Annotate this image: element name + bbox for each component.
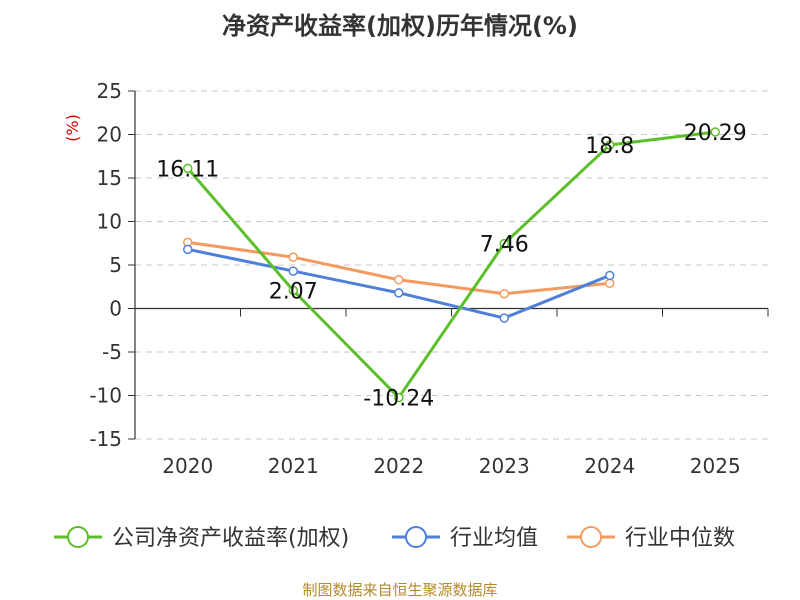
- data-point: [288, 252, 298, 262]
- legend-swatch-marker: [67, 526, 89, 548]
- x-tick-label: 2025: [690, 454, 741, 478]
- y-tick-label: 20: [97, 123, 122, 147]
- x-tick-label: 2021: [268, 454, 319, 478]
- x-tick-label: 2024: [584, 454, 635, 478]
- x-tick-label: 2023: [479, 454, 530, 478]
- data-label: 20.29: [684, 121, 747, 146]
- legend-swatch-marker: [405, 526, 427, 548]
- data-point: [394, 288, 404, 298]
- y-tick-label: 5: [109, 253, 122, 277]
- x-tick-label: 2022: [373, 454, 424, 478]
- y-tick-label: 15: [97, 166, 122, 190]
- data-point: [710, 127, 720, 137]
- legend-label: 行业均值: [450, 526, 538, 551]
- y-tick-label: -15: [89, 427, 122, 451]
- data-label: 7.46: [480, 233, 529, 258]
- data-labels: 16.11 2.07 -10.24 7.46 18.8 20.29: [156, 121, 746, 412]
- y-axis-label: (%): [63, 114, 82, 142]
- data-label: 18.8: [585, 134, 634, 159]
- data-point: [288, 266, 298, 276]
- y-tick-label: 0: [109, 297, 122, 321]
- data-point: [499, 288, 509, 299]
- y-tick-label: -10: [89, 384, 122, 408]
- chart-title: 净资产收益率(加权)历年情况(%): [222, 12, 578, 40]
- legend-label: 公司净资产收益率(加权): [112, 526, 349, 551]
- data-point: [499, 313, 509, 323]
- legend-swatch-marker: [580, 526, 602, 548]
- data-point: [605, 270, 615, 281]
- data-point: [394, 275, 404, 285]
- data-point: [288, 285, 298, 296]
- y-tick-label: 25: [97, 79, 122, 103]
- data-label: -10.24: [363, 387, 434, 412]
- data-point: [499, 238, 509, 249]
- legend: 公司净资产收益率(加权) 行业均值 行业中位数: [54, 526, 735, 551]
- series-line-2: [187, 240, 610, 296]
- series-line-0: [186, 130, 716, 400]
- data-label: 16.11: [156, 157, 219, 182]
- x-tick-labels: 2020 2021 2022 2023 2024 2025: [162, 454, 740, 478]
- y-tick-label: 10: [97, 210, 122, 234]
- y-tick-label: -5: [102, 340, 122, 364]
- axes: [128, 90, 769, 440]
- source-note: 制图数据来自恒生聚源数据库: [302, 581, 497, 599]
- series-lines: [183, 127, 720, 403]
- x-tick-label: 2020: [162, 454, 213, 478]
- data-point: [605, 278, 615, 289]
- data-point: [183, 244, 193, 255]
- gridlines: [135, 90, 768, 440]
- legend-label: 行业中位数: [625, 526, 735, 551]
- data-label: 2.07: [269, 279, 318, 304]
- y-tick-labels: 25 20 15 10 5 0 -5 -10 -15: [89, 79, 122, 451]
- data-point: [394, 392, 404, 403]
- data-point: [183, 163, 193, 174]
- data-point: [605, 140, 615, 150]
